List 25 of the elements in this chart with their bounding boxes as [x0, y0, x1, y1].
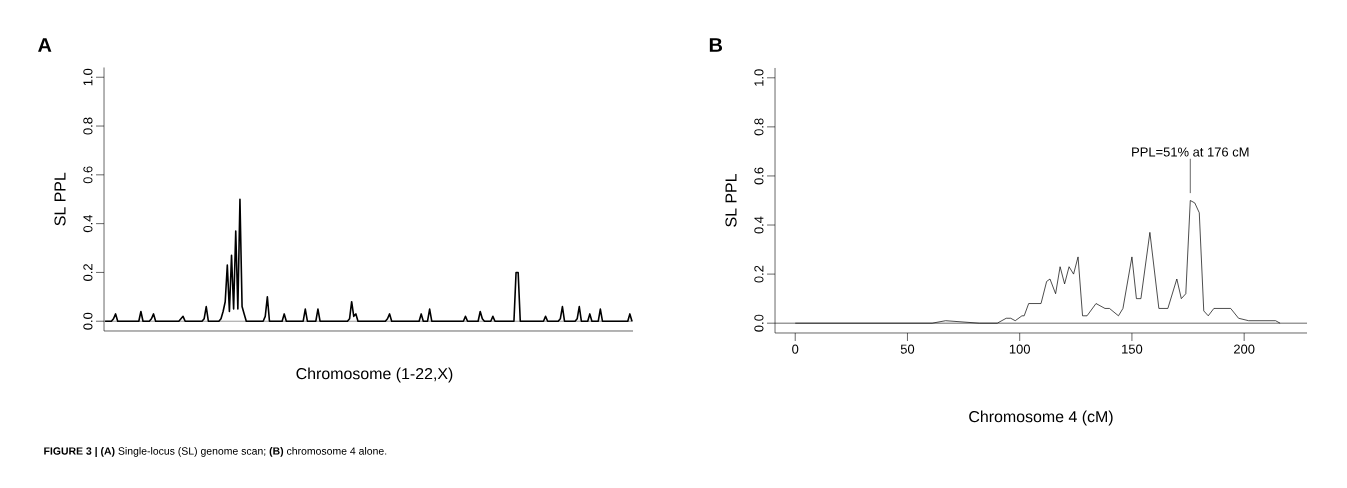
y-tick-label: 0.2 [83, 264, 93, 281]
y-tick-label: 0.0 [754, 314, 764, 332]
y-tick-label: 0.8 [754, 118, 764, 136]
y-tick-label: 0.6 [83, 166, 93, 184]
y-tick-label: 0.0 [83, 312, 93, 330]
x-tick-label: 100 [1009, 344, 1030, 354]
x-axis-title: Chromosome (1-22,X) [296, 367, 453, 383]
y-tick-label: 0.8 [83, 117, 93, 135]
y-tick-label: 0.2 [754, 265, 764, 283]
x-axis-title: Chromosome 4 (cM) [969, 410, 1113, 426]
chart-title: A [38, 38, 52, 52]
y-tick-label: 0.4 [83, 215, 93, 233]
x-tick-label: 0 [792, 344, 799, 354]
chart-title: B [709, 38, 723, 52]
y-axis-title: SL PPL [54, 172, 66, 226]
y-tick-label: 1.0 [754, 69, 764, 86]
y-tick-label: 0.4 [754, 216, 764, 234]
text: FIGURE 3 | (A) Single-locus (SL) genome scan; (B) chromosome 4 alone. [44, 447, 387, 457]
y-tick-label: 0.6 [754, 167, 764, 185]
y-tick-label: 1.0 [83, 68, 93, 86]
annotation: PPL=51% at 176 cM [1132, 147, 1249, 157]
x-tick-label: 150 [1122, 344, 1143, 354]
y-axis-title: SL PPL [725, 174, 737, 227]
x-tick-label: 200 [1234, 344, 1255, 354]
x-tick-label: 50 [900, 344, 915, 354]
